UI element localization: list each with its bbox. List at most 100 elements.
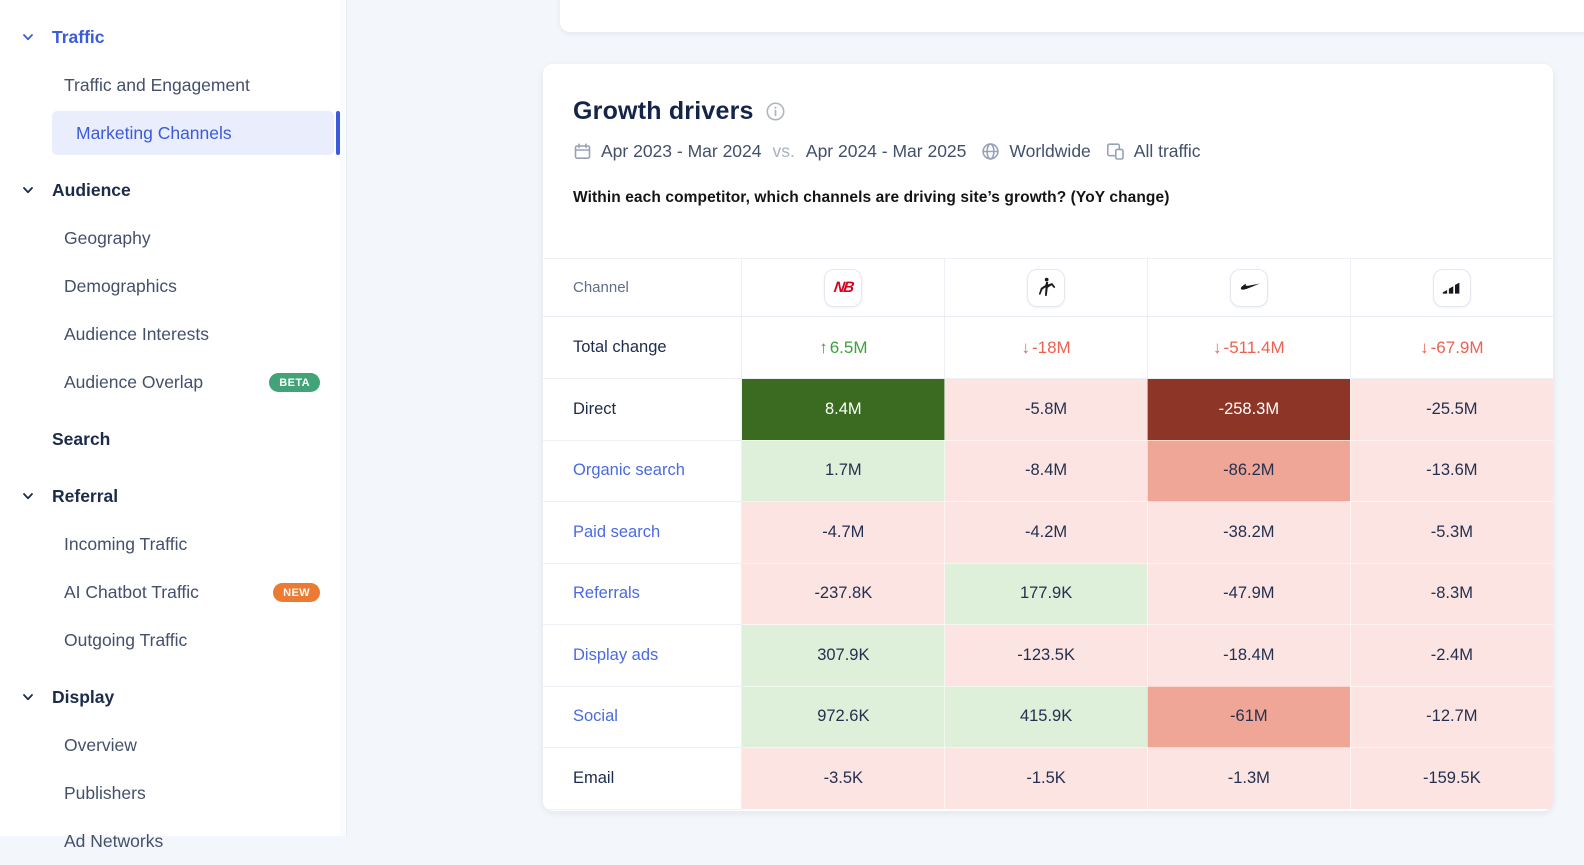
sidebar-section-display[interactable]: Display bbox=[0, 673, 346, 721]
sidebar-item-traffic-and-engagement[interactable]: Traffic and Engagement bbox=[0, 61, 346, 109]
insight-question: Within each competitor, which channels a… bbox=[573, 189, 1170, 206]
table-cell: -4.2M bbox=[944, 501, 1148, 564]
table-cell: -8.4M bbox=[944, 440, 1148, 502]
selected-highlight bbox=[52, 111, 334, 155]
down-arrow-icon: ↓ bbox=[1021, 337, 1030, 357]
card-filter-summary: Apr 2023 - Mar 2024 vs. Apr 2024 - Mar 2… bbox=[573, 141, 1523, 162]
sidebar-item-label: Marketing Channels bbox=[76, 122, 232, 143]
sidebar-section-referral[interactable]: Referral bbox=[0, 472, 346, 520]
table-row-paid-search: Paid search -4.7M -4.2M -38.2M -5.3M bbox=[543, 501, 1553, 564]
table-cell: -258.3M bbox=[1147, 378, 1351, 441]
total-change-cell: ↓ -67.9M bbox=[1350, 316, 1553, 379]
table-cell: -4.7M bbox=[741, 501, 946, 564]
table-cell: -13.6M bbox=[1350, 440, 1553, 502]
table-cell: 177.9K bbox=[944, 563, 1148, 625]
row-label-display-ads[interactable]: Display ads bbox=[543, 624, 743, 687]
row-label-email: Email bbox=[543, 747, 743, 810]
jordan-jumpman-logo bbox=[1027, 268, 1066, 307]
table-cell: 307.9K bbox=[741, 624, 946, 687]
up-arrow-icon: ↑ bbox=[819, 337, 828, 357]
table-row-total-change: Total change ↑ 6.5M ↓ -18M ↓ -511.4M ↓ -67.9… bbox=[543, 316, 1553, 379]
sidebar-section-traffic[interactable]: Traffic bbox=[0, 13, 346, 61]
table-cell: -237.8K bbox=[741, 563, 946, 625]
nike-swoosh-logo bbox=[1229, 268, 1268, 307]
sidebar-item-label: Publishers bbox=[64, 782, 146, 803]
competitor-column-adidas bbox=[1350, 258, 1553, 317]
info-icon[interactable] bbox=[765, 101, 786, 122]
previous-card-bottom-edge bbox=[560, 0, 1584, 32]
table-row-email: Email -3.5K -1.5K -1.3M -159.5K bbox=[543, 747, 1553, 810]
sidebar-item-incoming-traffic[interactable]: Incoming Traffic bbox=[0, 520, 346, 568]
sidebar: Traffic Traffic and Engagement Marketing… bbox=[0, 0, 347, 851]
date-range-secondary: Apr 2024 - Mar 2025 bbox=[805, 141, 967, 161]
chevron-down-icon bbox=[21, 489, 35, 503]
card-header: Growth drivers Apr 2023 - Mar 2024 v bbox=[543, 64, 1553, 258]
table-cell: 1.7M bbox=[741, 440, 946, 502]
adidas-stripes-logo bbox=[1432, 268, 1471, 307]
row-label-paid-search[interactable]: Paid search bbox=[543, 501, 743, 564]
sidebar-item-marketing-channels[interactable]: Marketing Channels bbox=[0, 109, 346, 157]
sidebar-item-audience-interests[interactable]: Audience Interests bbox=[0, 310, 346, 358]
sidebar-item-label: Audience Overlap bbox=[64, 371, 204, 392]
competitor-column-nike bbox=[1147, 258, 1351, 317]
sidebar-item-audience-overlap[interactable]: Audience Overlap BETA bbox=[0, 358, 346, 406]
table-cell: -123.5K bbox=[944, 624, 1148, 687]
table-row-organic-search: Organic search 1.7M -8.4M -86.2M -13.6M bbox=[543, 440, 1553, 502]
row-label-referrals[interactable]: Referrals bbox=[543, 563, 743, 625]
sidebar-item-demographics[interactable]: Demographics bbox=[0, 262, 346, 310]
sidebar-item-overview[interactable]: Overview bbox=[0, 721, 346, 769]
sidebar-item-geography[interactable]: Geography bbox=[0, 214, 346, 262]
sidebar-item-label: Traffic and Engagement bbox=[64, 74, 250, 95]
sidebar-section-label: Traffic bbox=[52, 26, 105, 47]
row-label-social[interactable]: Social bbox=[543, 686, 743, 748]
table-cell: 8.4M bbox=[741, 378, 946, 441]
row-label-organic-search[interactable]: Organic search bbox=[543, 440, 743, 502]
down-arrow-icon: ↓ bbox=[1213, 337, 1222, 357]
new-badge: NEW bbox=[273, 582, 320, 602]
total-change-cell: ↓ -18M bbox=[944, 316, 1148, 379]
table-cell: -3.5K bbox=[741, 747, 946, 810]
table-cell: -86.2M bbox=[1147, 440, 1351, 502]
sidebar-section-label: Search bbox=[52, 428, 111, 449]
table-cell: -5.3M bbox=[1350, 501, 1553, 564]
sidebar-item-outgoing-traffic[interactable]: Outgoing Traffic bbox=[0, 616, 346, 664]
table-cell: -8.3M bbox=[1350, 563, 1553, 625]
sidebar-item-label: Audience Interests bbox=[64, 323, 209, 344]
table-header-row: Channel NB bbox=[543, 258, 1553, 317]
growth-drivers-table: Channel NB bbox=[543, 258, 1553, 810]
sidebar-item-publishers[interactable]: Publishers bbox=[0, 769, 346, 817]
table-cell: -1.5K bbox=[944, 747, 1148, 810]
table-cell: -159.5K bbox=[1350, 747, 1553, 810]
table-cell: -47.9M bbox=[1147, 563, 1351, 625]
row-label-total-change: Total change bbox=[543, 316, 743, 379]
sidebar-item-label: Incoming Traffic bbox=[64, 533, 188, 554]
total-change-cell: ↓ -511.4M bbox=[1147, 316, 1351, 379]
sidebar-item-label: Outgoing Traffic bbox=[64, 629, 188, 650]
sidebar-item-ad-networks[interactable]: Ad Networks bbox=[0, 817, 346, 865]
table-row-referrals: Referrals -237.8K 177.9K -47.9M -8.3M bbox=[543, 563, 1553, 625]
selected-indicator bbox=[336, 111, 340, 155]
down-arrow-icon: ↓ bbox=[1420, 337, 1429, 357]
vs-label: vs. bbox=[772, 141, 795, 161]
date-range-primary: Apr 2023 - Mar 2024 bbox=[601, 141, 762, 161]
table-cell: -25.5M bbox=[1350, 378, 1553, 441]
table-cell: -18.4M bbox=[1147, 624, 1351, 687]
sidebar-section-search[interactable]: Search bbox=[0, 415, 346, 463]
sidebar-item-label: Demographics bbox=[64, 275, 177, 296]
table-cell: -2.4M bbox=[1350, 624, 1553, 687]
table-cell: -5.8M bbox=[944, 378, 1148, 441]
sidebar-item-ai-chatbot-traffic[interactable]: AI Chatbot Traffic NEW bbox=[0, 568, 346, 616]
sidebar-section-label: Display bbox=[52, 686, 115, 707]
table-cell: 415.9K bbox=[944, 686, 1148, 748]
table-cell: 972.6K bbox=[741, 686, 946, 748]
traffic-filter-label: All traffic bbox=[1133, 141, 1201, 161]
table-cell: -1.3M bbox=[1147, 747, 1351, 810]
table-row-social: Social 972.6K 415.9K -61M -12.7M bbox=[543, 686, 1553, 748]
table-row-display-ads: Display ads 307.9K -123.5K -18.4M -2.4M bbox=[543, 624, 1553, 687]
table-row-direct: Direct 8.4M -5.8M -258.3M -25.5M bbox=[543, 378, 1553, 441]
beta-badge: BETA bbox=[269, 372, 320, 392]
sidebar-section-label: Referral bbox=[52, 485, 119, 506]
sidebar-section-audience[interactable]: Audience bbox=[0, 166, 346, 214]
chevron-down-icon bbox=[21, 30, 35, 44]
new-balance-logo: NB bbox=[824, 268, 863, 307]
